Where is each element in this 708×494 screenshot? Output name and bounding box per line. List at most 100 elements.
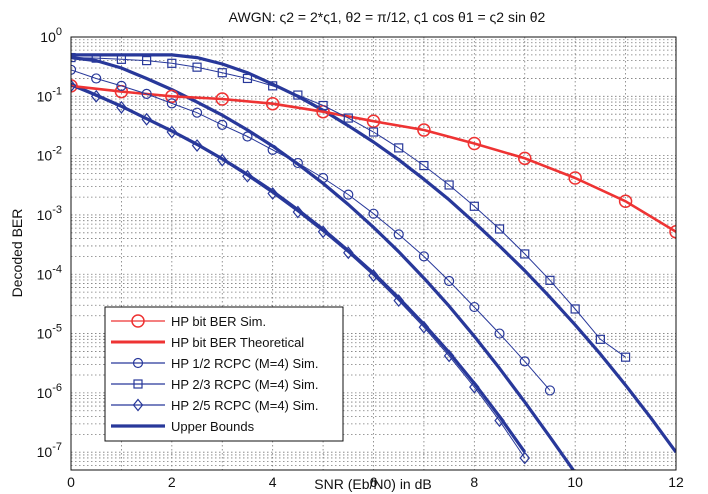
legend-label: Upper Bounds xyxy=(171,419,255,434)
data-point xyxy=(368,127,379,137)
series-layer xyxy=(71,52,676,470)
data-point xyxy=(519,451,531,465)
y-tick-label: 10-1 xyxy=(37,85,62,104)
data-point xyxy=(595,334,605,344)
data-point xyxy=(419,160,429,171)
data-point xyxy=(141,88,152,99)
data-point xyxy=(71,79,77,93)
data-point xyxy=(242,131,253,142)
data-point xyxy=(368,208,379,219)
upper-bound-line xyxy=(71,56,576,470)
x-tick-label: 0 xyxy=(67,474,75,490)
y-tick-label: 10-6 xyxy=(37,382,62,401)
y-tick-label: 100 xyxy=(40,26,62,45)
legend-box xyxy=(104,306,344,442)
data-point xyxy=(669,225,676,239)
data-point xyxy=(317,172,329,184)
data-point xyxy=(544,385,556,396)
x-tick-label: 6 xyxy=(370,474,378,490)
data-point xyxy=(242,169,253,183)
data-point xyxy=(417,123,431,137)
data-point xyxy=(444,275,455,287)
data-point xyxy=(141,112,152,126)
y-tick-label: 10-2 xyxy=(37,145,62,164)
data-point xyxy=(444,180,454,190)
x-tick-label: 10 xyxy=(567,474,583,490)
data-point xyxy=(166,98,177,109)
y-tick-labels: 100 10-1 10-2 10-3 10-4 10-5 10-6 10-7 xyxy=(37,26,62,460)
data-point xyxy=(568,171,582,185)
data-point xyxy=(242,73,253,84)
data-point xyxy=(318,100,328,111)
data-point xyxy=(570,304,580,314)
x-tick-label: 12 xyxy=(668,474,684,490)
plot-border xyxy=(70,36,677,471)
data-point xyxy=(191,139,203,152)
data-point xyxy=(393,294,404,308)
data-point xyxy=(467,136,482,151)
legend-label: HP bit BER Sim. xyxy=(171,314,266,329)
x-tick-label: 4 xyxy=(269,474,277,490)
data-point xyxy=(418,251,430,262)
data-point xyxy=(366,114,381,128)
y-tick-label: 10-5 xyxy=(37,323,62,342)
upper-bound-line xyxy=(71,53,676,454)
data-point xyxy=(132,398,144,412)
data-point xyxy=(166,125,178,139)
data-point xyxy=(116,54,127,64)
data-point xyxy=(368,269,379,283)
legend-label: HP bit BER Theoretical xyxy=(171,335,304,350)
data-point xyxy=(167,58,177,68)
data-point xyxy=(343,113,353,123)
data-point xyxy=(217,68,227,78)
data-point xyxy=(293,90,303,100)
data-point xyxy=(518,151,532,166)
data-point xyxy=(469,380,480,394)
data-point xyxy=(165,89,179,104)
data-point xyxy=(343,189,354,200)
data-point xyxy=(133,379,143,389)
data-point xyxy=(132,357,144,369)
data-point xyxy=(71,79,78,93)
data-point xyxy=(494,224,505,234)
data-point xyxy=(469,201,479,211)
y-axis-label: Decoded BER xyxy=(9,209,25,298)
data-point xyxy=(520,249,530,259)
x-tick-labels: 0 2 4 6 8 10 12 xyxy=(67,474,684,490)
data-point xyxy=(191,107,203,118)
data-point xyxy=(620,352,631,362)
data-point xyxy=(91,53,101,63)
data-point xyxy=(418,320,430,334)
sim-line xyxy=(71,85,526,459)
data-point xyxy=(618,194,633,209)
data-point xyxy=(91,73,102,84)
chart-title: AWGN: ς2 = 2*ς1, θ2 = π/12, ς1 cos θ1 = … xyxy=(229,9,546,25)
data-point xyxy=(292,157,303,169)
legend: HP bit BER Sim. HP bit BER Theoretical HP … xyxy=(104,306,344,442)
data-point xyxy=(267,187,278,200)
data-point xyxy=(545,275,555,285)
data-point xyxy=(90,89,102,103)
data-point xyxy=(215,92,229,106)
data-point xyxy=(317,225,329,239)
data-point xyxy=(265,96,280,111)
data-point xyxy=(267,144,278,155)
data-point xyxy=(116,80,127,91)
data-point xyxy=(494,328,505,339)
y-tick-label: 10-4 xyxy=(37,263,62,282)
data-point xyxy=(394,143,404,153)
legend-label: HP 2/3 RCPC (M=4) Sim. xyxy=(171,377,319,392)
data-point xyxy=(519,356,530,367)
data-point xyxy=(343,246,354,260)
data-point xyxy=(494,414,505,428)
data-point xyxy=(131,314,145,328)
y-tick-label: 10-7 xyxy=(37,441,62,460)
data-point xyxy=(443,349,455,363)
legend-label: HP 2/5 RCPC (M=4) Sim. xyxy=(171,398,319,413)
data-point xyxy=(268,81,278,91)
data-point xyxy=(469,301,480,313)
data-point xyxy=(292,205,304,219)
upper-bound-line xyxy=(71,82,527,454)
x-tick-label: 2 xyxy=(168,474,176,490)
